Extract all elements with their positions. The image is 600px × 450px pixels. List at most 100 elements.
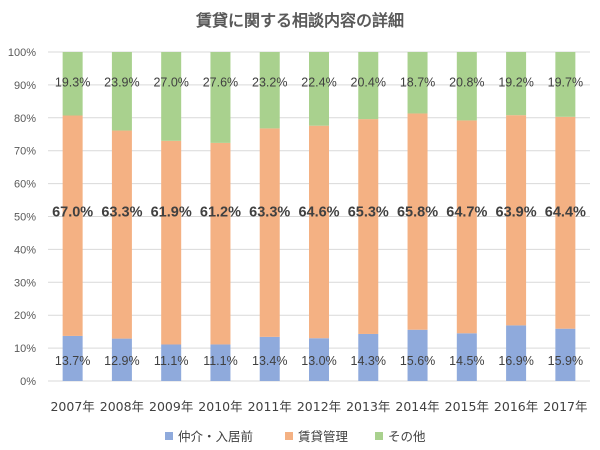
bars bbox=[62, 52, 576, 381]
data-label: 19.3% bbox=[55, 76, 90, 90]
bar-segment-2-2009年 bbox=[161, 140, 182, 345]
data-label: 63.3% bbox=[249, 205, 290, 221]
data-label: 14.3% bbox=[351, 354, 386, 368]
data-label: 64.7% bbox=[446, 205, 487, 221]
legend-swatch bbox=[285, 432, 293, 440]
data-label: 27.6% bbox=[203, 76, 238, 90]
data-label: 65.8% bbox=[397, 205, 438, 221]
data-label: 20.4% bbox=[351, 76, 386, 90]
data-labels: 13.7% 67.0% 19.3% 12.9% 63.3% 23.9% 11.1% 61.9%… bbox=[52, 76, 586, 368]
legend-swatch bbox=[165, 432, 173, 440]
bar-segment-1-2014年 bbox=[407, 329, 428, 381]
bar-segment-3-2016年 bbox=[506, 52, 527, 116]
bar-segment-3-2011年 bbox=[259, 52, 280, 129]
bar-segment-3-2017年 bbox=[555, 52, 576, 117]
x-tick-label: 2013年 bbox=[346, 399, 390, 414]
data-label: 15.9% bbox=[548, 354, 583, 368]
bar-segment-3-2013年 bbox=[358, 52, 379, 120]
data-label: 11.1% bbox=[203, 354, 238, 368]
legend-swatch bbox=[375, 432, 383, 440]
y-tick-label: 60% bbox=[14, 179, 36, 191]
x-axis-ticks: 2007年 2008年 2009年 2010年 2011年 2012年 2013年 2014年… bbox=[50, 399, 587, 414]
x-tick-label: 2017年 bbox=[543, 399, 587, 414]
bar-segment-2-2017年 bbox=[555, 116, 576, 329]
bar-segment-3-2015年 bbox=[456, 52, 477, 121]
bar-segment-2-2013年 bbox=[358, 119, 379, 334]
data-label: 19.2% bbox=[498, 76, 533, 90]
y-tick-label: 30% bbox=[14, 277, 36, 289]
x-tick-label: 2014年 bbox=[395, 399, 439, 414]
bar-segment-1-2009年 bbox=[161, 344, 182, 381]
bar-segment-3-2014年 bbox=[407, 52, 428, 114]
bar-segment-1-2010年 bbox=[210, 344, 231, 381]
y-tick-label: 10% bbox=[14, 343, 36, 355]
legend: 仲介・入居前 賃貸管理 その他 bbox=[165, 429, 426, 444]
data-label: 20.8% bbox=[449, 76, 484, 90]
data-label: 63.9% bbox=[496, 205, 537, 221]
x-tick-label: 2009年 bbox=[149, 399, 193, 414]
bar-segment-1-2012年 bbox=[309, 338, 329, 381]
data-label: 64.4% bbox=[545, 205, 586, 221]
x-tick-label: 2011年 bbox=[248, 399, 292, 414]
y-tick-label: 20% bbox=[14, 310, 36, 322]
data-label: 13.0% bbox=[301, 354, 336, 368]
data-label: 14.5% bbox=[449, 354, 484, 368]
y-tick-label: 100% bbox=[8, 47, 36, 59]
y-tick-label: 70% bbox=[14, 146, 36, 158]
bar-segment-3-2012年 bbox=[309, 52, 329, 126]
x-tick-label: 2007年 bbox=[50, 399, 94, 414]
bar-segment-2-2012年 bbox=[309, 125, 329, 339]
data-label: 22.4% bbox=[301, 76, 336, 90]
x-tick-label: 2016年 bbox=[494, 399, 538, 414]
bar-segment-2-2014年 bbox=[407, 113, 428, 330]
bar-segment-1-2007年 bbox=[62, 335, 83, 381]
y-tick-label: 50% bbox=[14, 212, 36, 224]
data-label: 12.9% bbox=[104, 354, 139, 368]
bar-segment-3-2008年 bbox=[111, 52, 132, 131]
data-label: 13.7% bbox=[55, 354, 90, 368]
bar-segment-2-2010年 bbox=[210, 142, 231, 345]
y-axis-ticks: 0% 10% 20% 30% 40% 50% 60% 70% 80% 90% 100% bbox=[8, 47, 36, 388]
data-label: 23.2% bbox=[252, 76, 287, 90]
bar-segment-2-2016年 bbox=[506, 115, 527, 326]
legend-label: 賃貸管理 bbox=[298, 429, 349, 444]
data-label: 11.1% bbox=[154, 354, 189, 368]
data-label: 18.7% bbox=[400, 76, 435, 90]
bar-segment-1-2013年 bbox=[358, 333, 379, 381]
data-label: 19.7% bbox=[548, 76, 583, 90]
bar-segment-2-2008年 bbox=[111, 130, 132, 339]
bar-segment-1-2016年 bbox=[506, 325, 527, 381]
y-tick-label: 90% bbox=[14, 80, 36, 92]
data-label: 27.0% bbox=[153, 76, 188, 90]
bar-segment-3-2010年 bbox=[210, 52, 231, 143]
x-tick-label: 2008年 bbox=[100, 399, 144, 414]
data-label: 64.6% bbox=[298, 205, 339, 221]
bar-segment-1-2015年 bbox=[456, 333, 477, 381]
legend-label: 仲介・入居前 bbox=[178, 429, 253, 444]
bar-segment-3-2007年 bbox=[62, 52, 83, 116]
legend-label: その他 bbox=[388, 429, 426, 444]
bar-segment-3-2009年 bbox=[161, 52, 182, 141]
bar-segment-2-2007年 bbox=[62, 115, 83, 336]
x-tick-label: 2010年 bbox=[198, 399, 242, 414]
x-tick-label: 2015年 bbox=[445, 399, 489, 414]
bar-segment-2-2015年 bbox=[456, 120, 477, 334]
x-tick-label: 2012年 bbox=[297, 399, 341, 414]
data-label: 15.6% bbox=[400, 354, 435, 368]
data-label: 13.4% bbox=[252, 354, 287, 368]
bar-segment-1-2008年 bbox=[111, 338, 132, 381]
bar-segment-1-2011年 bbox=[259, 336, 280, 381]
data-label: 67.0% bbox=[52, 205, 93, 221]
data-label: 63.3% bbox=[101, 205, 142, 221]
data-label: 23.9% bbox=[104, 76, 139, 90]
bar-segment-2-2011年 bbox=[259, 128, 280, 337]
data-label: 16.9% bbox=[498, 354, 533, 368]
data-label: 61.2% bbox=[200, 205, 241, 221]
chart-title: 賃貸に関する相談内容の詳細 bbox=[195, 11, 404, 30]
y-tick-label: 0% bbox=[20, 376, 36, 388]
bar-segment-1-2017年 bbox=[555, 328, 576, 381]
data-label: 61.9% bbox=[151, 205, 192, 221]
y-tick-label: 80% bbox=[14, 113, 36, 125]
